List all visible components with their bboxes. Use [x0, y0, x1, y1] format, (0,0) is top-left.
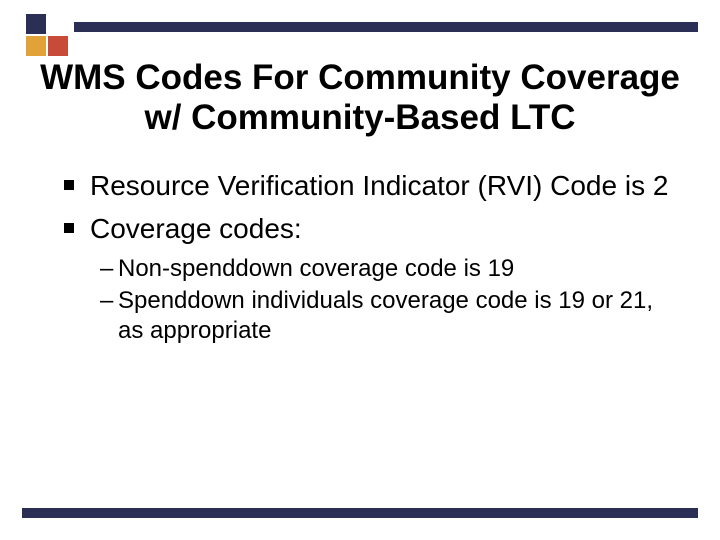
logo-square-tl	[26, 14, 46, 34]
dash-bullet-icon: –	[100, 286, 118, 316]
bullet-text: Coverage codes:	[90, 211, 302, 246]
slide: WMS Codes For Community Coverage w/ Comm…	[0, 0, 720, 540]
slide-title: WMS Codes For Community Coverage w/ Comm…	[20, 58, 700, 139]
content-area: Resource Verification Indicator (RVI) Co…	[64, 168, 680, 354]
square-bullet-icon	[64, 223, 74, 233]
sub-bullet-text: Spenddown individuals coverage code is 1…	[118, 286, 680, 346]
sub-bullet-text: Non-spenddown coverage code is 19	[118, 254, 514, 284]
logo-square-tr	[48, 14, 68, 34]
bullet-text: Resource Verification Indicator (RVI) Co…	[90, 168, 668, 203]
top-divider-bar	[74, 22, 698, 32]
logo-square-br	[48, 36, 68, 56]
bullet-item: Coverage codes: – Non-spenddown coverage…	[64, 211, 680, 346]
logo-square-bl	[26, 36, 46, 56]
sub-bullet-item: – Spenddown individuals coverage code is…	[100, 286, 680, 346]
sub-bullet-list: – Non-spenddown coverage code is 19 – Sp…	[100, 254, 680, 346]
logo	[26, 14, 70, 58]
bottom-divider-bar	[22, 508, 698, 518]
square-bullet-icon	[64, 180, 74, 190]
sub-bullet-item: – Non-spenddown coverage code is 19	[100, 254, 680, 284]
bullet-item: Resource Verification Indicator (RVI) Co…	[64, 168, 680, 203]
dash-bullet-icon: –	[100, 254, 118, 284]
